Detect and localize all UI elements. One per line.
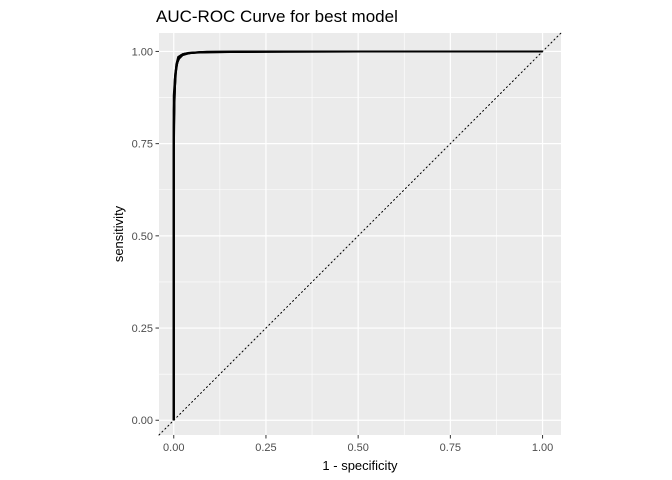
y-tick-label: 0.00 bbox=[132, 415, 153, 427]
x-axis-title: 1 - specificity bbox=[322, 458, 398, 473]
x-tick-label: 0.25 bbox=[255, 442, 276, 454]
y-tick-label: 0.75 bbox=[132, 139, 153, 151]
x-tick-label: 0.75 bbox=[440, 442, 461, 454]
roc-curves bbox=[172, 50, 543, 421]
plot-panel bbox=[159, 33, 561, 435]
minor-gridlines bbox=[159, 33, 561, 435]
x-tick-label: 0.00 bbox=[163, 442, 184, 454]
x-tick-label: 1.00 bbox=[532, 442, 553, 454]
y-tick-label: 0.25 bbox=[132, 323, 153, 335]
roc-curve-5 bbox=[172, 50, 543, 421]
y-axis-title: sensitivity bbox=[111, 205, 126, 262]
y-axis-ticks: 0.00 0.25 0.50 0.75 1.00 bbox=[132, 46, 159, 427]
y-tick-label: 0.50 bbox=[132, 231, 153, 243]
chart-title: AUC-ROC Curve for best model bbox=[156, 7, 398, 26]
x-tick-label: 0.50 bbox=[347, 442, 368, 454]
x-axis-ticks: 0.00 0.25 0.50 0.75 1.00 bbox=[163, 435, 553, 454]
y-tick-label: 1.00 bbox=[132, 46, 153, 58]
